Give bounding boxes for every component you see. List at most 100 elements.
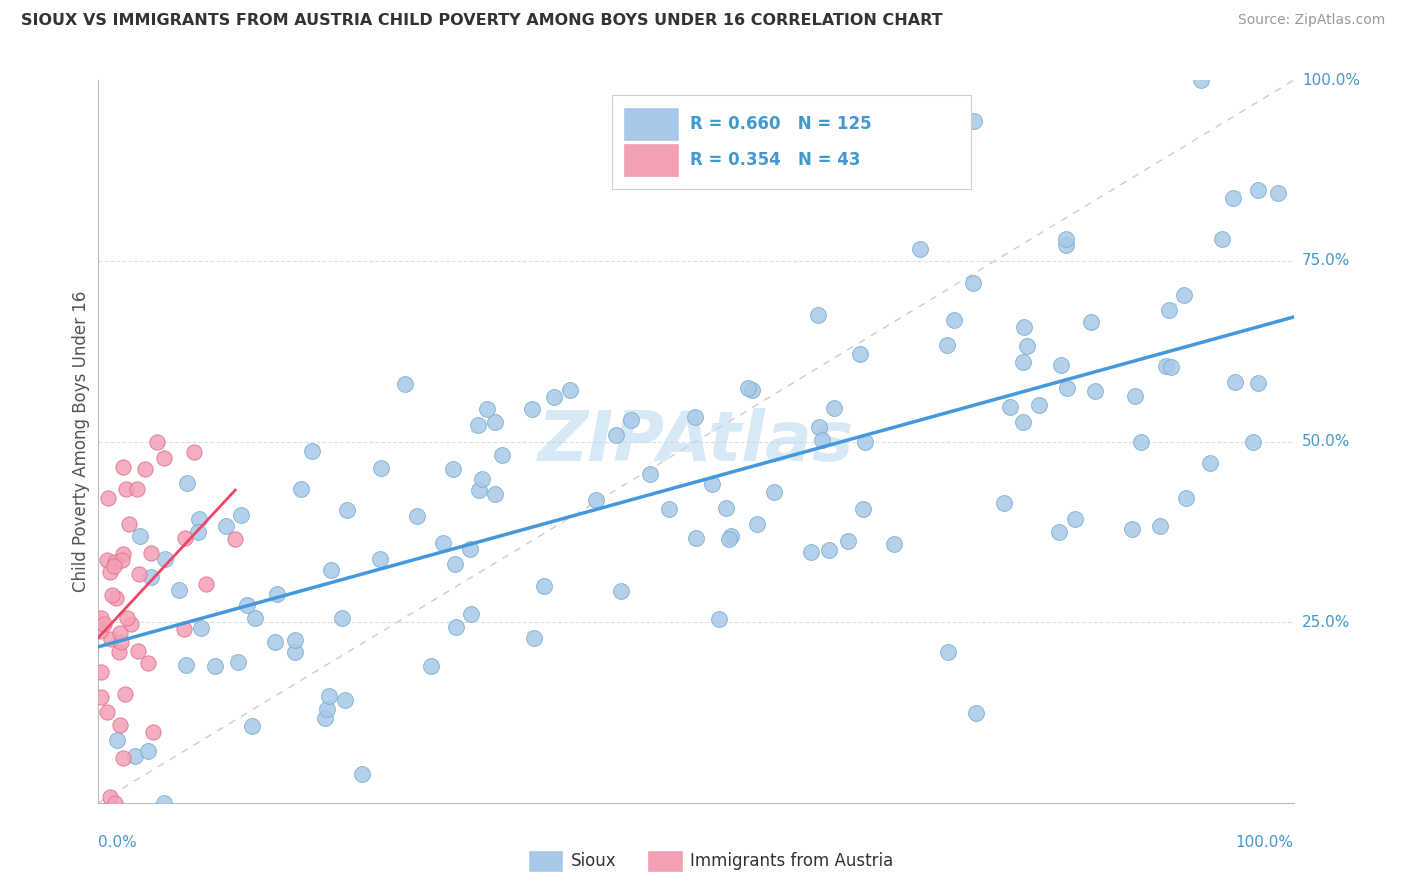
Point xyxy=(96,553,118,567)
Point xyxy=(420,659,443,673)
Point xyxy=(533,579,555,593)
Point xyxy=(173,622,195,636)
Point xyxy=(115,611,138,625)
Point xyxy=(229,508,252,522)
Point xyxy=(112,547,135,561)
Point xyxy=(763,484,786,499)
Point xyxy=(240,719,263,733)
Point xyxy=(120,617,142,632)
Text: 50.0%: 50.0% xyxy=(1302,434,1350,449)
Point xyxy=(1156,359,1178,374)
Point xyxy=(962,114,984,128)
Point xyxy=(394,377,416,392)
Point xyxy=(1222,191,1244,205)
Point xyxy=(110,634,132,648)
Point xyxy=(741,383,763,397)
Point xyxy=(173,531,195,545)
Text: Source: ZipAtlas.com: Source: ZipAtlas.com xyxy=(1237,13,1385,28)
Point xyxy=(190,622,212,636)
Point xyxy=(187,524,209,539)
Point xyxy=(585,493,607,508)
FancyBboxPatch shape xyxy=(624,108,678,140)
Point xyxy=(111,553,134,567)
Point xyxy=(319,563,342,577)
Point xyxy=(97,491,120,505)
Text: Sioux: Sioux xyxy=(571,853,616,871)
Point xyxy=(1130,435,1153,450)
Point xyxy=(183,445,205,459)
Point xyxy=(1123,389,1146,403)
Point xyxy=(965,706,987,721)
Point xyxy=(1011,415,1033,429)
Point xyxy=(685,532,707,546)
Point xyxy=(1084,384,1107,398)
Point xyxy=(226,655,249,669)
Point xyxy=(108,645,131,659)
Point xyxy=(993,495,1015,509)
Point xyxy=(605,427,627,442)
Point xyxy=(236,599,259,613)
Point xyxy=(370,461,392,475)
Point xyxy=(1049,525,1071,540)
Point xyxy=(284,645,307,659)
Point xyxy=(800,545,823,559)
Point xyxy=(115,482,138,496)
Point xyxy=(720,529,742,543)
Point xyxy=(153,796,176,810)
Point xyxy=(1080,315,1102,329)
Point xyxy=(167,583,190,598)
Point xyxy=(1012,320,1035,334)
Point xyxy=(98,789,121,804)
Point xyxy=(444,557,467,571)
Point xyxy=(853,434,876,449)
Point xyxy=(1211,232,1233,246)
Point xyxy=(152,450,174,465)
Text: SIOUX VS IMMIGRANTS FROM AUSTRIA CHILD POVERTY AMONG BOYS UNDER 16 CORRELATION C: SIOUX VS IMMIGRANTS FROM AUSTRIA CHILD P… xyxy=(21,13,942,29)
Point xyxy=(1064,511,1087,525)
Point xyxy=(318,690,340,704)
Point xyxy=(155,552,177,566)
Point xyxy=(98,565,121,579)
Point xyxy=(128,566,150,581)
Text: 25.0%: 25.0% xyxy=(1302,615,1350,630)
Point xyxy=(174,657,197,672)
Point xyxy=(108,718,131,732)
Point xyxy=(111,751,134,765)
Point xyxy=(484,487,506,501)
Point xyxy=(105,733,128,747)
Point xyxy=(460,541,482,556)
Point xyxy=(146,434,169,449)
Point xyxy=(215,518,238,533)
Point xyxy=(432,536,454,550)
Text: R = 0.354   N = 43: R = 0.354 N = 43 xyxy=(690,151,860,169)
Point xyxy=(1056,237,1078,252)
Point xyxy=(405,508,427,523)
Point xyxy=(444,620,467,634)
Text: ZIPAtlas: ZIPAtlas xyxy=(538,408,853,475)
Point xyxy=(1028,398,1050,412)
Point xyxy=(142,725,165,739)
Point xyxy=(127,644,149,658)
Point xyxy=(1121,522,1143,536)
Point xyxy=(204,659,226,673)
Point xyxy=(460,607,482,622)
Point xyxy=(118,516,141,531)
Point xyxy=(823,401,845,415)
Point xyxy=(484,416,506,430)
Point xyxy=(737,381,759,395)
Point xyxy=(316,701,339,715)
Point xyxy=(1173,288,1195,302)
Point xyxy=(714,500,737,515)
Point xyxy=(1157,303,1180,318)
Point xyxy=(90,611,112,625)
Point xyxy=(112,460,135,475)
Point xyxy=(610,584,633,599)
Point xyxy=(837,534,859,549)
Point xyxy=(717,532,740,546)
Point xyxy=(1246,376,1268,391)
Point xyxy=(522,402,544,417)
Point xyxy=(818,543,841,558)
Point xyxy=(620,413,643,427)
Text: Immigrants from Austria: Immigrants from Austria xyxy=(690,853,893,871)
Point xyxy=(936,644,959,658)
